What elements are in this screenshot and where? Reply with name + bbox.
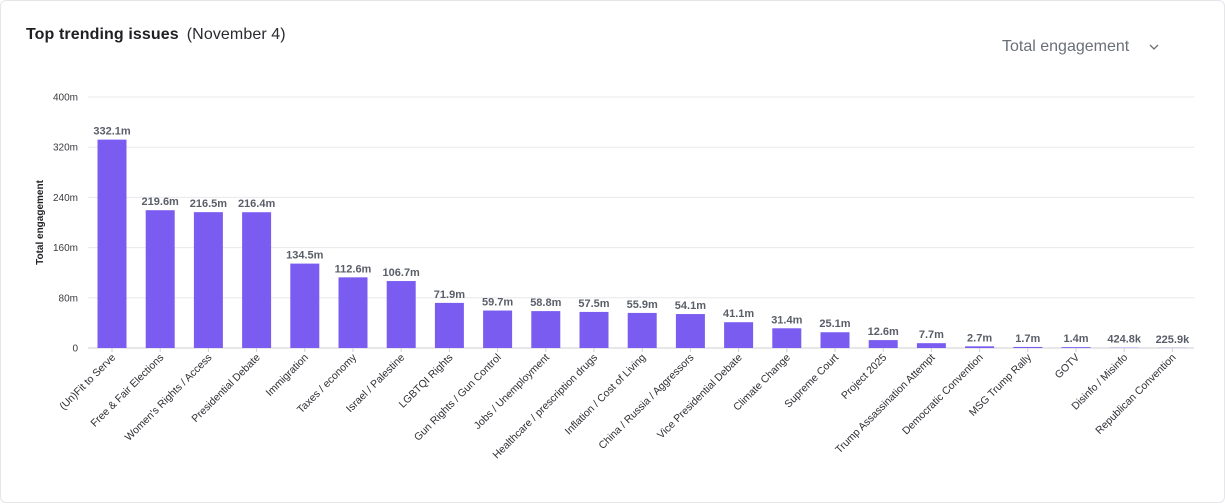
x-tick-label: Immigration xyxy=(264,352,311,399)
bar[interactable] xyxy=(290,264,319,348)
bar-value-label: 59.7m xyxy=(482,297,513,309)
y-tick-label: 160m xyxy=(53,243,78,254)
bar[interactable] xyxy=(387,281,416,348)
bar-value-label: 31.4m xyxy=(771,314,802,326)
bar-value-label: 332.1m xyxy=(93,126,131,138)
x-tick-label: Trump Assassination Attempt xyxy=(833,352,937,456)
bar[interactable] xyxy=(821,332,850,348)
y-tick-label: 320m xyxy=(53,143,78,154)
bar-value-label: 71.9m xyxy=(434,289,465,301)
bar-value-label: 424.8k xyxy=(1107,334,1142,346)
bar[interactable] xyxy=(1062,347,1091,348)
bar-value-label: 216.4m xyxy=(238,198,276,210)
bar[interactable] xyxy=(917,343,946,348)
bar[interactable] xyxy=(146,210,175,348)
bar[interactable] xyxy=(531,311,560,348)
y-tick-label: 0 xyxy=(72,344,78,355)
bar-value-label: 58.8m xyxy=(530,297,561,309)
bar[interactable] xyxy=(242,212,271,348)
bar[interactable] xyxy=(965,346,994,348)
y-tick-label: 80m xyxy=(59,293,78,304)
bar[interactable] xyxy=(483,311,512,348)
bar-value-label: 225.9k xyxy=(1156,334,1191,346)
bar[interactable] xyxy=(772,328,801,348)
bar-value-label: 25.1m xyxy=(819,318,850,330)
bar[interactable] xyxy=(194,212,223,348)
bar[interactable] xyxy=(1013,347,1042,348)
x-tick-label: Democratic Convention xyxy=(900,352,986,438)
bar-value-label: 219.6m xyxy=(142,196,180,208)
bar[interactable] xyxy=(628,313,657,348)
x-tick-label: Inflation / Cost of Living xyxy=(563,352,649,438)
bar[interactable] xyxy=(339,277,368,348)
bar-value-label: 106.7m xyxy=(383,267,421,279)
bar[interactable] xyxy=(435,303,464,348)
bar-value-label: 216.5m xyxy=(190,198,228,210)
bar-value-label: 1.4m xyxy=(1063,333,1088,345)
bar-value-label: 7.7m xyxy=(919,329,944,341)
x-tick-label: Republican Convention xyxy=(1093,352,1178,437)
bar-value-label: 1.7m xyxy=(1015,333,1040,345)
x-tick-label: Gun Rights / Gun Control xyxy=(412,352,504,444)
x-tick-label: Project 2025 xyxy=(839,352,889,402)
x-tick-label: China / Russia / Aggressors xyxy=(596,352,696,452)
bar[interactable] xyxy=(580,312,609,348)
x-tick-label: Women's Rights / Access xyxy=(123,352,215,444)
bar-value-label: 55.9m xyxy=(627,299,658,311)
bar-value-label: 57.5m xyxy=(578,298,609,310)
bar[interactable] xyxy=(98,140,127,348)
y-axis-title: Total engagement xyxy=(35,179,46,264)
x-tick-label: GOTV xyxy=(1053,352,1083,382)
bar[interactable] xyxy=(676,314,705,348)
y-tick-label: 240m xyxy=(53,193,78,204)
bar-value-label: 112.6m xyxy=(335,263,372,275)
bar[interactable] xyxy=(724,322,753,348)
bar[interactable] xyxy=(869,340,898,348)
bar-value-label: 12.6m xyxy=(868,326,899,338)
bar-value-label: 2.7m xyxy=(967,332,992,344)
y-tick-label: 400m xyxy=(53,93,78,104)
bar-value-label: 41.1m xyxy=(723,308,754,320)
bar-value-label: 134.5m xyxy=(286,250,324,262)
bar-value-label: 54.1m xyxy=(675,300,706,312)
x-tick-label: Vice Presidential Debate xyxy=(655,352,745,442)
